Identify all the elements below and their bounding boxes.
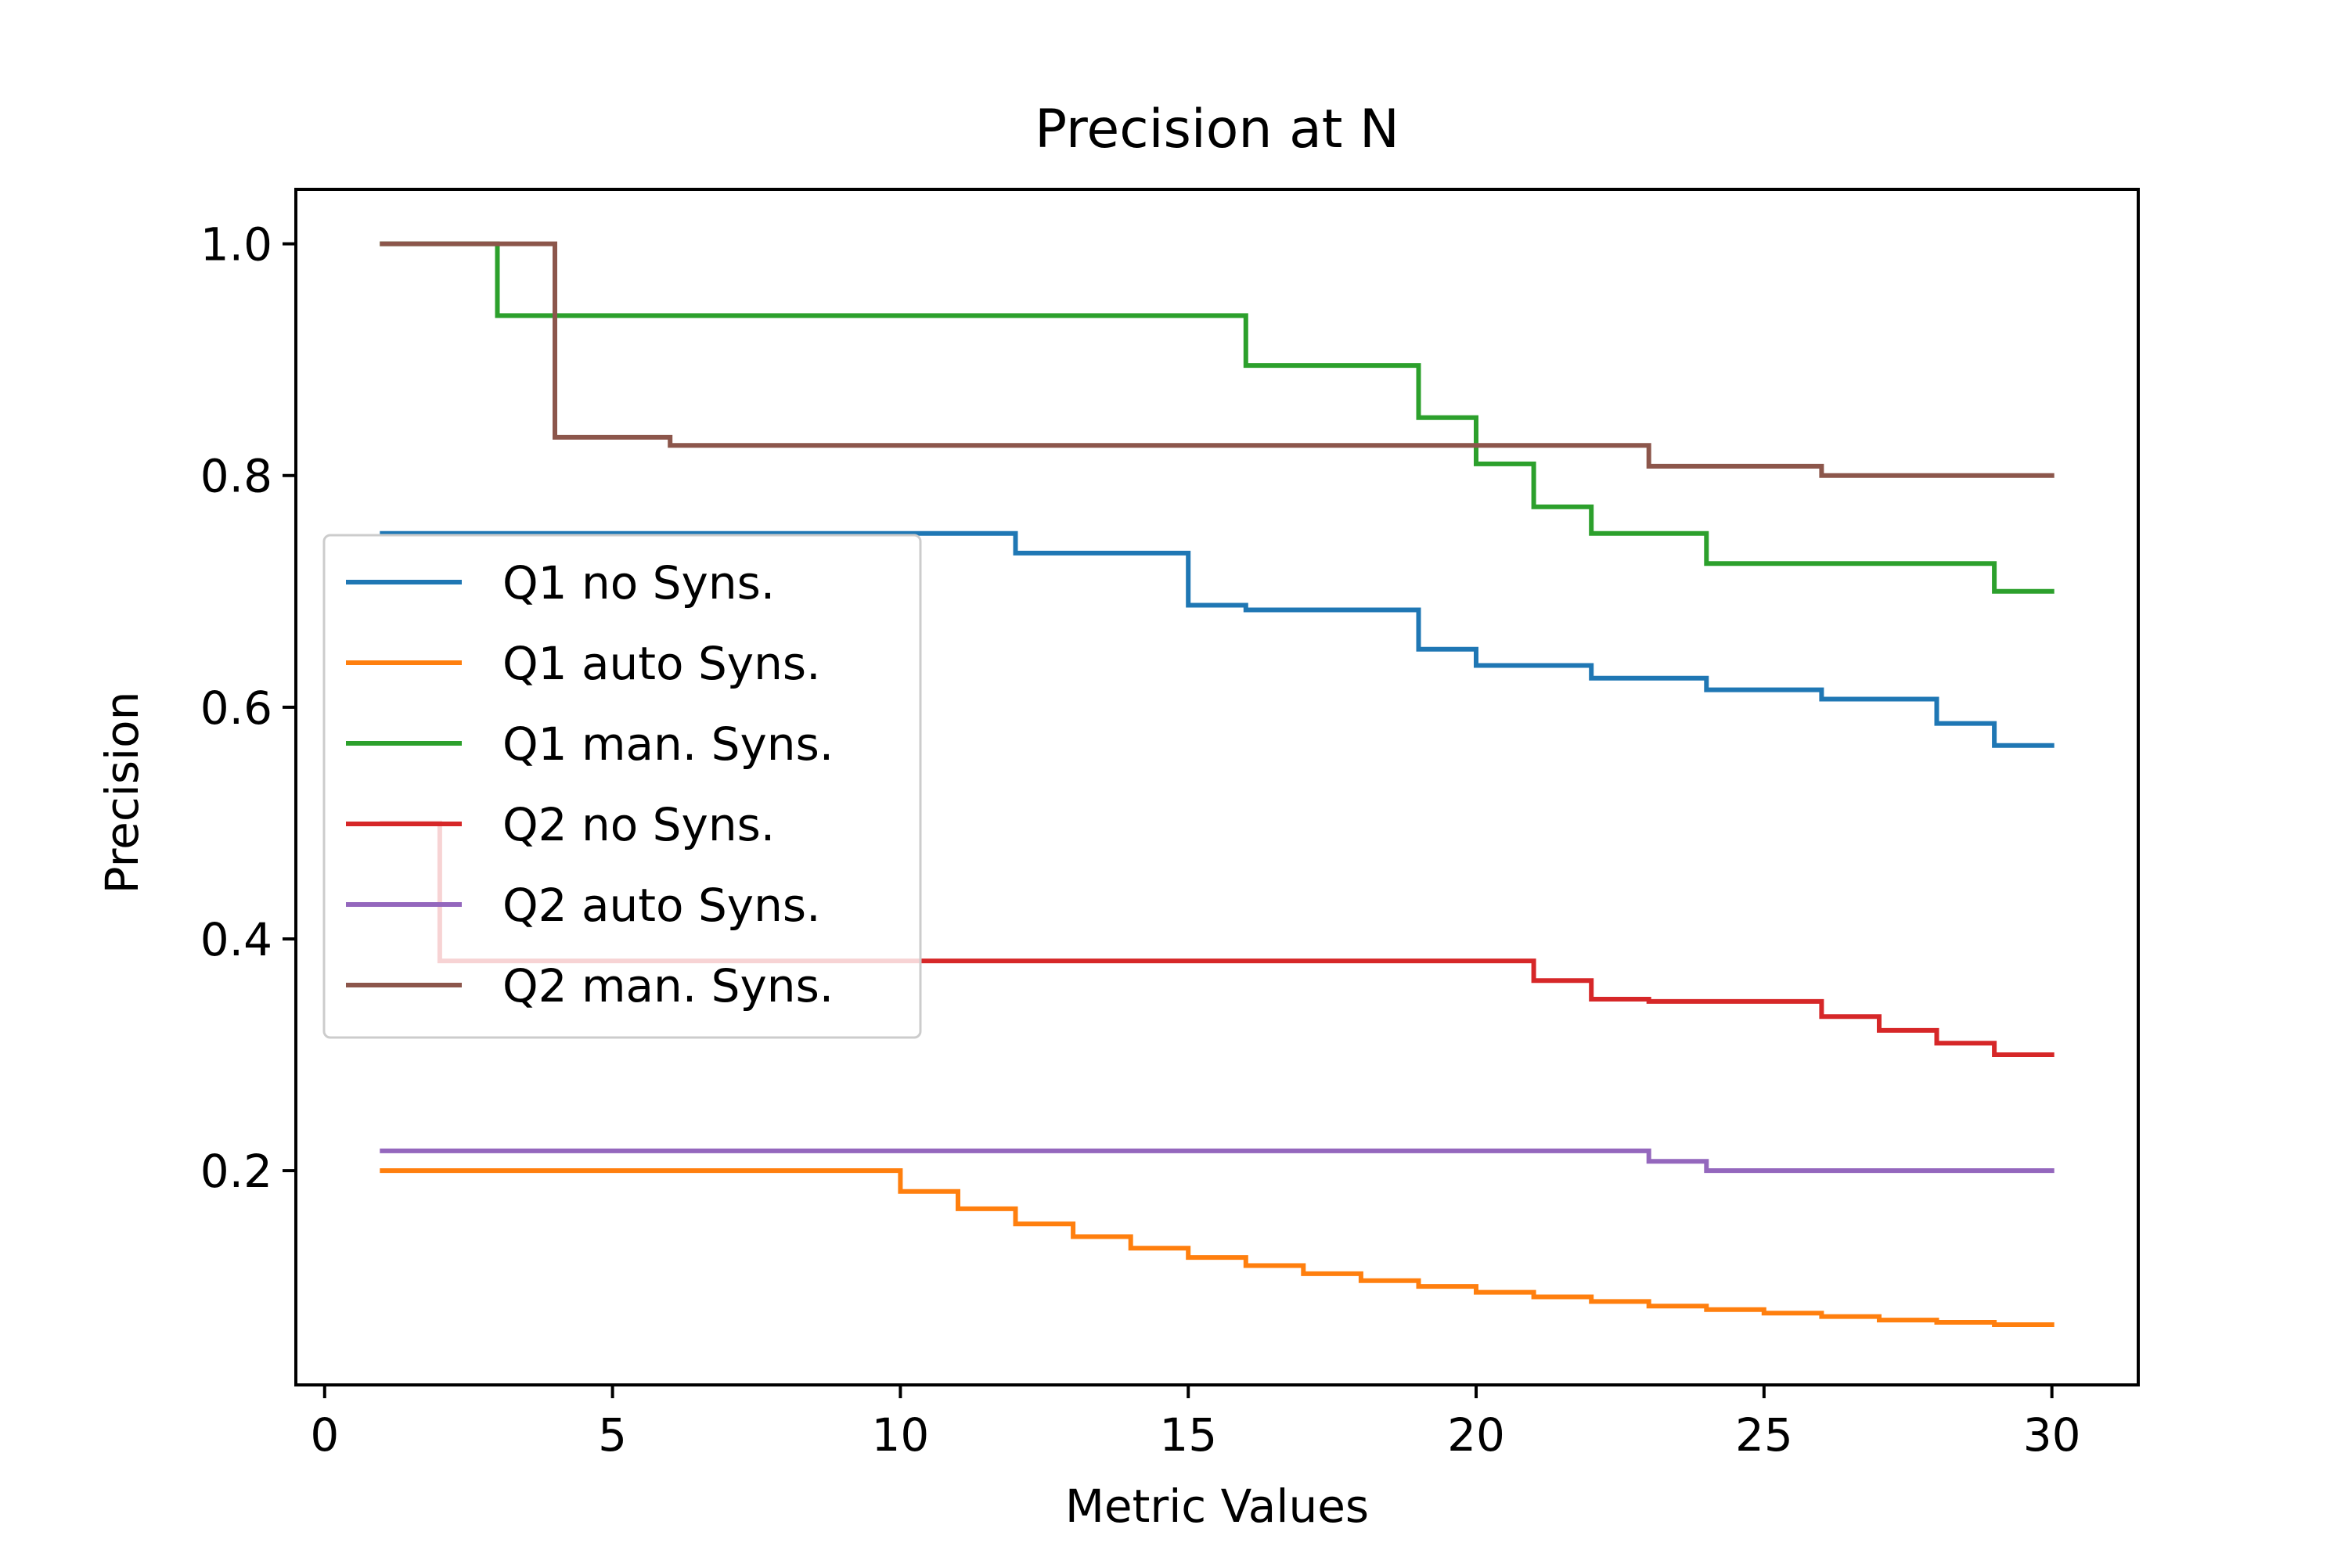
legend-label: Q1 auto Syns.	[502, 637, 821, 690]
y-tick-label: 0.8	[200, 450, 272, 503]
y-axis-label: Precision	[95, 692, 149, 894]
y-tick-label: 1.0	[200, 218, 272, 272]
y-axis-ticks: 0.2 0.4 0.6 0.8 1.0	[200, 218, 296, 1198]
legend-label: Q2 auto Syns.	[502, 879, 821, 932]
plot-area-frame	[294, 188, 2140, 1386]
x-tick-label: 20	[1447, 1408, 1505, 1462]
x-axis-label: Metric Values	[1065, 1480, 1369, 1533]
legend-label: Q1 man. Syns.	[502, 717, 834, 771]
x-tick-label: 30	[2023, 1408, 2081, 1462]
y-tick-label: 0.6	[200, 682, 272, 735]
series-line-q2-auto-syns	[380, 1148, 2054, 1174]
legend: Q1 no Syns. Q1 auto Syns. Q1 man. Syns. Q2 …	[322, 534, 922, 1039]
x-tick-label: 25	[1735, 1408, 1793, 1462]
series-line-q1-no-syns	[380, 530, 2054, 748]
y-tick-label: 0.2	[200, 1145, 272, 1198]
y-tick-label: 0.4	[200, 913, 272, 966]
series-line-q1-man-syns	[380, 241, 2054, 594]
chart-title: Precision at N	[1035, 99, 1399, 160]
x-tick-label: 10	[872, 1408, 930, 1462]
series-line-q2-man-syns	[380, 241, 2054, 478]
x-tick-label: 15	[1159, 1408, 1217, 1462]
x-tick-label: 5	[598, 1408, 627, 1462]
series-line-q1-auto-syns	[380, 1168, 2054, 1327]
x-axis-ticks: 0 5 10 15 20 25 30	[310, 1385, 2081, 1462]
legend-label: Q2 man. Syns.	[502, 959, 834, 1012]
legend-label: Q1 no Syns.	[502, 556, 775, 610]
legend-box	[322, 534, 922, 1039]
x-tick-label: 0	[310, 1408, 339, 1462]
legend-label: Q2 no Syns.	[502, 798, 775, 851]
